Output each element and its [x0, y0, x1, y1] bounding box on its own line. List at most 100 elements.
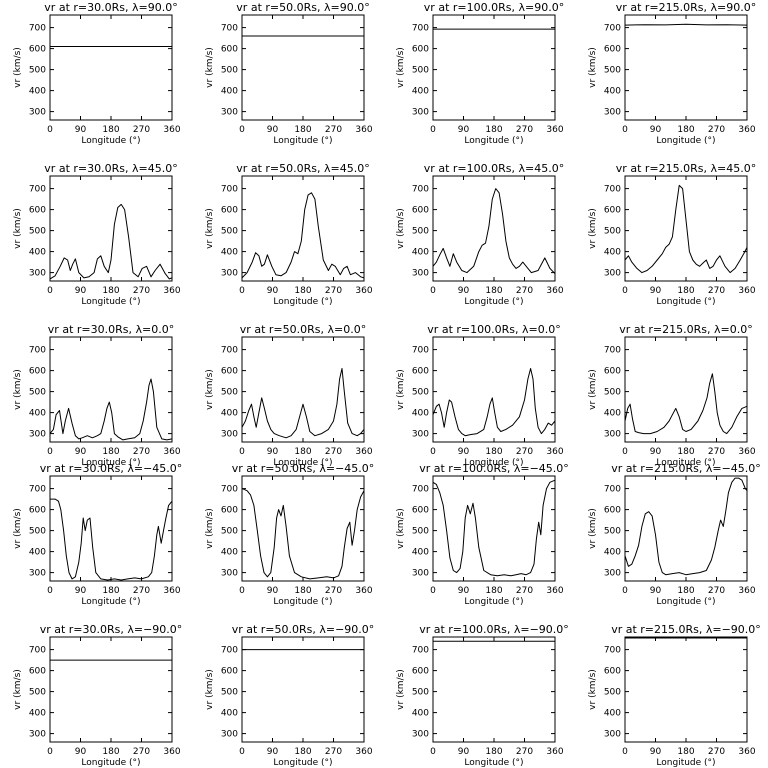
x-tick-label: 180 [102, 447, 119, 457]
y-axis-label: vr (km/s) [13, 47, 23, 88]
y-tick-label: 300 [604, 430, 621, 440]
subplot: vr at r=215.0Rs, λ=90.0° 0 90 180 270 360 300 4… [588, 1, 756, 146]
y-tick-label: 700 [221, 485, 238, 495]
chart-title: vr at r=30.0Rs, λ=90.0° [44, 1, 177, 14]
x-axis-label: Longitude (°) [656, 297, 715, 307]
y-tick-label: 500 [29, 388, 46, 398]
x-tick-label: 270 [133, 586, 150, 596]
y-tick-label: 700 [604, 24, 621, 34]
x-tick-label: 90 [458, 747, 470, 757]
x-tick-label: 90 [75, 447, 87, 457]
y-tick-label: 300 [604, 108, 621, 118]
x-tick-label: 270 [133, 125, 150, 135]
y-tick-label: 600 [29, 367, 46, 377]
x-tick-label: 0 [430, 586, 436, 596]
x-tick-label: 360 [355, 586, 372, 596]
x-axis-label: Longitude (°) [81, 597, 140, 607]
y-tick-label: 700 [604, 646, 621, 656]
x-tick-label: 90 [458, 125, 470, 135]
plot-frame [432, 636, 556, 743]
plot-frame [241, 636, 365, 743]
chart-title: vr at r=100.0Rs, λ=−45.0° [419, 462, 569, 475]
subplot: vr at r=50.0Rs, λ=−90.0° 0 90 180 270 360 300 4… [205, 623, 374, 768]
y-axis-label: vr (km/s) [205, 369, 215, 410]
subplot: vr at r=215.0Rs, λ=0.0° 0 90 180 270 360 300 40… [588, 323, 756, 468]
y-tick-label: 300 [221, 430, 238, 440]
chart-title: vr at r=100.0Rs, λ=45.0° [424, 162, 564, 175]
subplot: vr at r=30.0Rs, λ=−45.0° 0 90 180 270 360 300 4… [13, 462, 182, 607]
y-tick-label: 400 [221, 709, 238, 719]
x-tick-label: 360 [355, 447, 372, 457]
x-tick-label: 360 [738, 125, 755, 135]
subplot: vr at r=215.0Rs, λ=−90.0° 0 90 180 270 360 300… [588, 623, 761, 768]
plot-frame [49, 175, 173, 282]
x-axis-label: Longitude (°) [464, 597, 523, 607]
x-tick-label: 360 [738, 747, 755, 757]
y-tick-label: 300 [412, 269, 429, 279]
subplot: vr at r=50.0Rs, λ=90.0° 0 90 180 270 360 300 40… [205, 1, 373, 146]
x-tick-label: 0 [622, 286, 628, 296]
y-axis-label: vr (km/s) [396, 369, 406, 410]
subplot: vr at r=100.0Rs, λ=0.0° 0 90 180 270 360 300 40… [396, 323, 564, 468]
y-tick-label: 300 [29, 569, 46, 579]
y-tick-label: 600 [412, 367, 429, 377]
x-tick-label: 360 [546, 586, 563, 596]
y-tick-label: 400 [221, 409, 238, 419]
y-tick-label: 300 [221, 569, 238, 579]
subplot: vr at r=50.0Rs, λ=−45.0° 0 90 180 270 360 300 4… [205, 462, 374, 607]
x-tick-label: 270 [708, 747, 725, 757]
x-tick-label: 90 [650, 286, 662, 296]
chart-title: vr at r=50.0Rs, λ=−45.0° [232, 462, 375, 475]
y-tick-label: 700 [221, 185, 238, 195]
y-axis-label: vr (km/s) [13, 508, 23, 549]
y-tick-label: 400 [29, 248, 46, 258]
y-tick-label: 700 [29, 24, 46, 34]
chart-title: vr at r=215.0Rs, λ=−90.0° [611, 623, 761, 636]
y-axis-label: vr (km/s) [13, 669, 23, 710]
x-axis-label: Longitude (°) [81, 458, 140, 468]
chart-title: vr at r=30.0Rs, λ=−45.0° [40, 462, 183, 475]
y-tick-label: 600 [604, 206, 621, 216]
chart-title: vr at r=50.0Rs, λ=0.0° [240, 323, 366, 336]
x-tick-label: 180 [485, 286, 502, 296]
x-tick-label: 0 [622, 747, 628, 757]
y-tick-label: 400 [604, 409, 621, 419]
x-tick-label: 360 [163, 747, 180, 757]
y-tick-label: 500 [29, 227, 46, 237]
y-tick-label: 300 [221, 730, 238, 740]
y-tick-label: 500 [604, 688, 621, 698]
x-tick-label: 90 [458, 286, 470, 296]
chart-title: vr at r=100.0Rs, λ=−90.0° [419, 623, 569, 636]
x-tick-label: 180 [102, 747, 119, 757]
y-tick-label: 400 [604, 87, 621, 97]
y-tick-label: 500 [412, 227, 429, 237]
x-tick-label: 270 [325, 586, 342, 596]
y-axis-label: vr (km/s) [205, 508, 215, 549]
y-tick-label: 400 [221, 87, 238, 97]
x-tick-label: 360 [738, 286, 755, 296]
x-tick-label: 360 [738, 447, 755, 457]
plot-frame [624, 636, 748, 743]
x-axis-label: Longitude (°) [656, 136, 715, 146]
y-tick-label: 400 [221, 248, 238, 258]
x-tick-label: 0 [430, 747, 436, 757]
subplot: vr at r=100.0Rs, λ=90.0° 0 90 180 270 360 300 4… [396, 1, 564, 146]
y-tick-label: 500 [29, 66, 46, 76]
y-tick-label: 600 [221, 667, 238, 677]
y-tick-label: 700 [29, 346, 46, 356]
x-tick-label: 180 [294, 747, 311, 757]
y-axis-label: vr (km/s) [588, 369, 598, 410]
x-tick-label: 180 [102, 125, 119, 135]
x-tick-label: 90 [650, 747, 662, 757]
y-tick-label: 600 [412, 667, 429, 677]
subplot: vr at r=215.0Rs, λ=45.0° 0 90 180 270 360 300 4… [588, 162, 756, 307]
x-tick-label: 180 [102, 286, 119, 296]
x-tick-label: 180 [294, 447, 311, 457]
x-tick-label: 180 [294, 586, 311, 596]
y-tick-label: 700 [412, 24, 429, 34]
y-tick-label: 500 [412, 688, 429, 698]
y-tick-label: 500 [221, 227, 238, 237]
y-tick-label: 700 [604, 485, 621, 495]
y-tick-label: 600 [412, 45, 429, 55]
